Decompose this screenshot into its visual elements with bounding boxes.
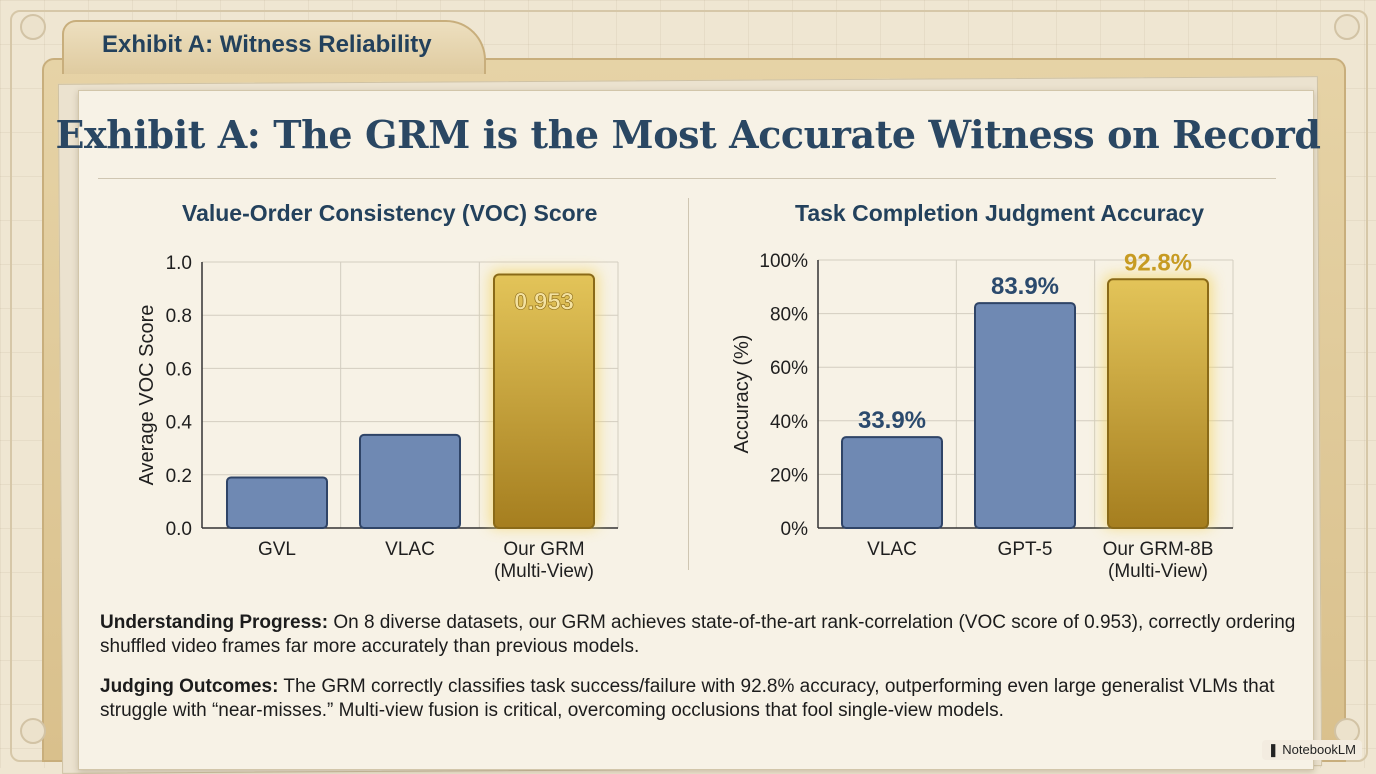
bar-1 [359, 433, 461, 529]
y-axis-label: Average VOC Score [136, 305, 158, 486]
x-tick-label: (Multi-View) [1108, 561, 1208, 582]
y-tick-label: 1.0 [166, 253, 192, 274]
bar-0 [841, 436, 943, 530]
y-tick-label: 0.2 [166, 466, 192, 487]
y-tick-label: 0.0 [166, 519, 192, 540]
y-tick-label: 0.8 [166, 306, 192, 327]
y-tick-label: 80% [770, 305, 808, 326]
data-label: 92.8% [1124, 249, 1192, 276]
y-tick-label: 0% [781, 519, 809, 540]
voc-chart-title: Value-Order Consistency (VOC) Score [182, 200, 598, 226]
x-tick-label: (Multi-View) [494, 561, 594, 582]
folder-tab [62, 20, 486, 74]
note-judging-label: Judging Outcomes: [100, 676, 279, 697]
y-axis-label: Accuracy (%) [731, 335, 753, 454]
note-progress-label: Understanding Progress: [100, 612, 329, 633]
data-label: 83.9% [991, 273, 1059, 300]
corner-ornament-icon [1334, 14, 1360, 40]
y-tick-label: 100% [759, 251, 808, 272]
x-tick-label: GVL [258, 539, 296, 560]
bar-1 [974, 302, 1076, 530]
y-tick-label: 40% [770, 412, 808, 433]
y-tick-label: 0.4 [166, 413, 193, 434]
x-tick-label: Our GRM [503, 539, 584, 560]
chart-0: 0.0 0.2 0.4 0.6 0.8 1.0 Average VOC Score GVL VL… [136, 253, 619, 582]
data-label: 33.9% [858, 407, 926, 434]
y-tick-label: 60% [770, 358, 808, 379]
bar-2 [1107, 278, 1209, 529]
note-judging-text: The GRM correctly classifies task succes… [100, 676, 1275, 721]
y-tick-label: 0.6 [166, 359, 192, 380]
x-tick-label: VLAC [867, 539, 917, 560]
x-tick-label: VLAC [385, 539, 435, 560]
title-divider [98, 178, 1276, 179]
bar-0 [226, 476, 328, 529]
data-label: 0.953 [514, 289, 574, 316]
x-tick-label: GPT-5 [998, 539, 1053, 560]
brand-badge: ❚ NotebookLM [1261, 740, 1362, 760]
accuracy-chart-title: Task Completion Judgment Accuracy [795, 200, 1204, 226]
y-tick-label: 20% [770, 465, 808, 486]
note-judging: Judging Outcomes: The GRM correctly clas… [100, 675, 1300, 723]
chart-divider [688, 198, 689, 570]
x-tick-label: Our GRM-8B [1103, 539, 1214, 560]
corner-ornament-icon [20, 14, 46, 40]
note-progress: Understanding Progress: On 8 diverse dat… [100, 611, 1300, 659]
brand-label: NotebookLM [1282, 742, 1356, 757]
bar-2 [493, 273, 595, 530]
page-title: Exhibit A: The GRM is the Most Accurate … [55, 112, 1321, 157]
chart-1: 0% 20% 40% 60% 80% 100% Accuracy (%) 33.9% VLAC 8… [731, 249, 1234, 582]
note-progress-text: On 8 diverse datasets, our GRM achieves … [100, 612, 1296, 657]
tab-title: Exhibit A: Witness Reliability [102, 31, 432, 58]
corner-ornament-icon [20, 718, 46, 744]
